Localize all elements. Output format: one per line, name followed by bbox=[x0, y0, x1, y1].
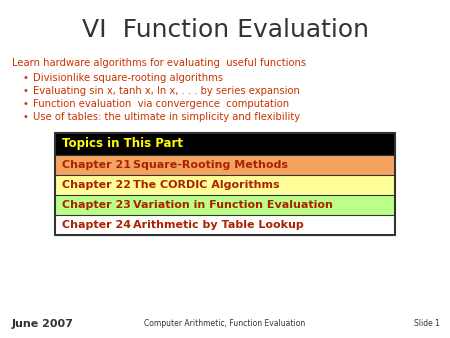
Bar bbox=[55, 215, 395, 235]
Bar bbox=[55, 175, 395, 195]
Text: Topics in This Part: Topics in This Part bbox=[62, 138, 183, 150]
Text: Computer Arithmetic, Function Evaluation: Computer Arithmetic, Function Evaluation bbox=[144, 319, 306, 328]
Text: Divisionlike square-rooting algorithms: Divisionlike square-rooting algorithms bbox=[33, 73, 223, 83]
Text: Square-Rooting Methods: Square-Rooting Methods bbox=[133, 160, 288, 170]
Text: •: • bbox=[22, 86, 28, 96]
Text: Use of tables: the ultimate in simplicity and flexibility: Use of tables: the ultimate in simplicit… bbox=[33, 112, 300, 122]
Bar bbox=[55, 133, 395, 235]
Text: •: • bbox=[22, 112, 28, 122]
Text: Chapter 24: Chapter 24 bbox=[62, 220, 131, 230]
Text: Chapter 22: Chapter 22 bbox=[62, 180, 131, 190]
Bar bbox=[55, 133, 395, 155]
Text: Slide 1: Slide 1 bbox=[414, 319, 440, 328]
Text: Evaluating sin x, tanh x, ln x, . . . by series expansion: Evaluating sin x, tanh x, ln x, . . . by… bbox=[33, 86, 300, 96]
Bar bbox=[55, 155, 395, 175]
Text: VI  Function Evaluation: VI Function Evaluation bbox=[81, 18, 369, 42]
Text: Chapter 23: Chapter 23 bbox=[62, 200, 131, 210]
Text: •: • bbox=[22, 99, 28, 109]
Bar bbox=[55, 195, 395, 215]
Text: Arithmetic by Table Lookup: Arithmetic by Table Lookup bbox=[133, 220, 304, 230]
Text: Variation in Function Evaluation: Variation in Function Evaluation bbox=[133, 200, 333, 210]
Text: Chapter 21: Chapter 21 bbox=[62, 160, 131, 170]
Text: Learn hardware algorithms for evaluating  useful functions: Learn hardware algorithms for evaluating… bbox=[12, 58, 306, 68]
Text: The CORDIC Algorithms: The CORDIC Algorithms bbox=[133, 180, 279, 190]
Text: •: • bbox=[22, 73, 28, 83]
Text: June 2007: June 2007 bbox=[12, 319, 74, 329]
Text: Function evaluation  via convergence  computation: Function evaluation via convergence comp… bbox=[33, 99, 289, 109]
